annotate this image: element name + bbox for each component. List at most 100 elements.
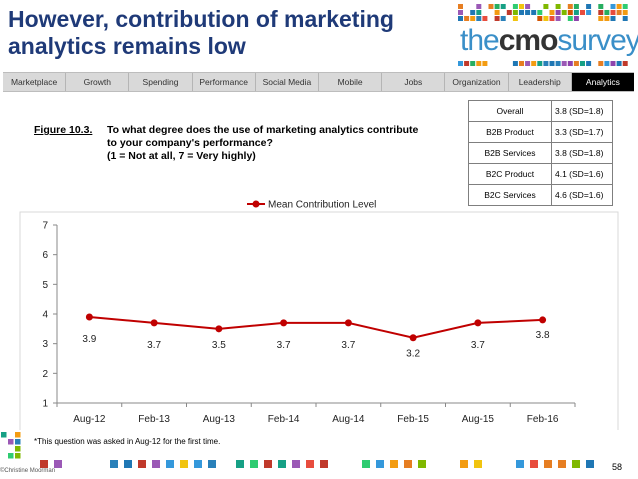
page-title: However, contribution of marketing analy…: [8, 6, 394, 59]
logo-square: [555, 10, 561, 15]
logo-square: [476, 16, 482, 21]
page-number: 58: [612, 462, 623, 472]
summary-row: B2C Services 4.6 (SD=1.6): [468, 184, 613, 206]
deco-square: [15, 439, 21, 445]
deco-square: [362, 460, 370, 468]
logo-square: [622, 4, 628, 9]
data-label: 3.7: [277, 340, 291, 351]
legend-marker: [252, 200, 260, 208]
data-point: [409, 334, 417, 342]
x-tick-label: Aug-14: [332, 414, 365, 425]
deco-square: [152, 460, 160, 468]
data-label: 3.8: [536, 330, 550, 341]
y-tick-label: 2: [42, 369, 48, 380]
data-point: [344, 319, 352, 327]
y-tick-label: 6: [42, 250, 48, 261]
logo-square: [567, 61, 573, 66]
summary-label: Overall: [468, 100, 552, 122]
logo-square: [458, 4, 463, 9]
logo-square: [543, 4, 549, 9]
logo-square: [610, 10, 616, 15]
logo-square: [476, 61, 482, 66]
logo-square: [476, 10, 482, 15]
logo-square: [567, 16, 573, 21]
logo-square: [488, 4, 494, 9]
deco-square: [208, 460, 216, 468]
logo-square: [543, 16, 549, 21]
nav-tab-organization[interactable]: Organization: [445, 73, 509, 91]
chart-frame: [19, 211, 619, 430]
x-tick-label: Feb-15: [397, 414, 429, 425]
logo-square: [537, 10, 543, 15]
y-tick-label: 4: [42, 310, 48, 321]
logo-square: [586, 4, 592, 9]
data-label: 3.7: [471, 340, 485, 351]
logo-square: [525, 4, 531, 9]
logo-square: [580, 10, 585, 15]
deco-square: [15, 453, 21, 459]
deco-square: [124, 460, 132, 468]
nav-tab-leadership[interactable]: Leadership: [509, 73, 572, 91]
nav-tab-spending[interactable]: Spending: [129, 73, 193, 91]
decorative-squares: [1, 432, 594, 468]
summary-row: B2C Product 4.1 (SD=1.6): [468, 163, 613, 185]
deco-square: [474, 460, 482, 468]
deco-square: [110, 460, 118, 468]
series-line: [89, 315, 543, 339]
logo-square: [537, 61, 543, 66]
data-point: [215, 325, 223, 333]
nav-tab-performance[interactable]: Performance: [193, 73, 256, 91]
logo-square: [622, 61, 628, 66]
logo-square: [549, 10, 555, 15]
deco-square: [194, 460, 202, 468]
deco-square: [320, 460, 328, 468]
logo-square: [519, 10, 524, 15]
logo-square: [586, 61, 592, 66]
nav-tab-analytics[interactable]: Analytics: [571, 73, 635, 91]
deco-square: [418, 460, 426, 468]
figure-question: To what degree does the use of marketing…: [107, 124, 419, 149]
deco-square: [264, 460, 272, 468]
y-tick-label: 5: [42, 280, 48, 291]
deco-square: [15, 446, 21, 452]
nav-tab-marketplace[interactable]: Marketplace: [3, 73, 67, 91]
nav-tab-social-media[interactable]: Social Media: [256, 73, 320, 91]
x-tick-label: Feb-14: [268, 414, 300, 425]
y-tick-label: 7: [42, 221, 48, 232]
legend-label: Mean Contribution Level: [268, 200, 376, 211]
logo-pattern-top: [458, 4, 628, 21]
logo-square: [555, 16, 561, 21]
data-label: 3.2: [406, 349, 420, 360]
nav-tab-growth[interactable]: Growth: [66, 73, 130, 91]
logo-square: [598, 61, 604, 66]
logo-square: [598, 16, 604, 21]
deco-square: [376, 460, 384, 468]
logo-square: [482, 16, 488, 21]
logo-wordmark: thecmosurvey: [460, 24, 638, 57]
deco-square: [250, 460, 258, 468]
logo-square: [573, 10, 579, 15]
logo-square: [616, 61, 622, 66]
summary-label: B2B Services: [468, 142, 552, 164]
logo-square: [555, 61, 561, 66]
deco-square: [8, 453, 14, 459]
x-tick-label: Aug-12: [73, 414, 106, 425]
deco-square: [390, 460, 398, 468]
logo-square: [616, 4, 622, 9]
logo-square: [604, 61, 610, 66]
logo-square: [567, 10, 573, 15]
x-tick-label: Aug-13: [203, 414, 236, 425]
logo-square: [549, 61, 555, 66]
logo-square: [555, 4, 561, 9]
logo-square: [470, 16, 476, 21]
nav-tab-jobs[interactable]: Jobs: [382, 73, 446, 91]
logo-square: [494, 10, 500, 15]
figure-scale: (1 = Not at all, 7 = Very highly): [107, 150, 256, 162]
logo-square: [470, 61, 476, 66]
summary-value: 3.3 (SD=1.7): [551, 121, 613, 143]
logo-square: [573, 4, 579, 9]
deco-square: [586, 460, 594, 468]
figure-label: Figure 10.3.: [34, 124, 93, 136]
nav-tab-mobile[interactable]: Mobile: [319, 73, 383, 91]
logo-square: [586, 10, 592, 15]
